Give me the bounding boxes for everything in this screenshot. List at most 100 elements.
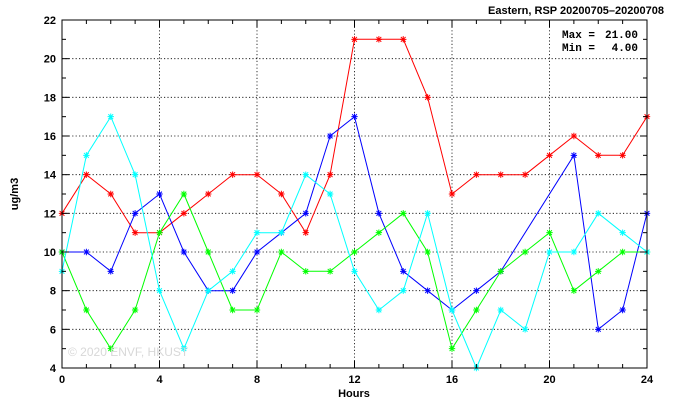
data-point-marker: [83, 248, 90, 256]
data-point-marker: [595, 210, 602, 217]
data-point-marker: [278, 190, 285, 198]
data-point-marker: [229, 171, 236, 178]
data-point-marker: [253, 306, 261, 314]
y-tick-label: 22: [44, 15, 56, 27]
ticks: [61, 19, 648, 369]
data-point-marker: [83, 171, 90, 178]
min-value: 4.00: [612, 43, 638, 55]
series-3: [58, 190, 651, 352]
y-tick-labels: 4 6 8 10 12 14 16 18 20 22: [44, 15, 57, 375]
y-tick-label: 8: [50, 286, 56, 298]
x-tick-label: 20: [543, 374, 555, 386]
series-line: [62, 115, 648, 331]
data-point-marker: [521, 326, 529, 333]
data-point-marker: [595, 152, 602, 159]
x-tick-label: 8: [254, 374, 260, 386]
data-point-marker: [326, 132, 334, 140]
data-point-marker: [570, 152, 578, 159]
series-4: [58, 113, 651, 372]
x-tick-labels: 0 4 8 12 16 20 24: [59, 374, 654, 386]
data-point-marker: [400, 36, 407, 43]
data-point-marker: [326, 171, 334, 178]
data-point-marker: [424, 94, 431, 101]
data-point-marker: [326, 190, 334, 198]
data-point-marker: [375, 210, 383, 217]
data-point-marker: [83, 152, 90, 159]
y-axis-title: ug/m3: [9, 178, 21, 210]
data-point-marker: [424, 287, 431, 294]
data-point-marker: [448, 345, 456, 352]
data-point-marker: [131, 306, 139, 314]
x-tick-label: 12: [348, 374, 360, 386]
data-point-marker: [278, 248, 285, 256]
data-point-marker: [351, 113, 358, 120]
max-value: 21.00: [605, 30, 638, 42]
data-point-marker: [131, 229, 139, 236]
max-label: Max =: [562, 30, 595, 42]
data-point-marker: [156, 287, 163, 294]
data-point-marker: [400, 210, 407, 217]
y-tick-label: 10: [44, 247, 56, 259]
data-point-marker: [619, 306, 626, 314]
data-point-marker: [424, 210, 431, 217]
data-point-marker: [546, 248, 553, 256]
data-point-marker: [278, 229, 285, 236]
y-tick-label: 12: [44, 208, 56, 220]
x-tick-label: 24: [641, 374, 654, 386]
data-point-marker: [473, 306, 480, 314]
data-point-marker: [521, 248, 529, 256]
data-point-marker: [205, 287, 212, 294]
grid: [62, 20, 647, 368]
data-point-marker: [448, 190, 456, 198]
data-point-marker: [131, 171, 139, 178]
data-point-marker: [570, 248, 578, 256]
data-point-marker: [229, 306, 236, 314]
data-point-marker: [205, 190, 212, 198]
y-tick-label: 14: [44, 170, 57, 182]
data-point-marker: [131, 210, 139, 217]
data-point-marker: [375, 306, 383, 314]
y-tick-label: 6: [50, 324, 56, 336]
data-point-marker: [107, 190, 114, 198]
data-point-marker: [253, 248, 261, 256]
data-point-marker: [253, 229, 261, 236]
data-point-marker: [570, 132, 578, 140]
data-point-marker: [497, 268, 504, 275]
data-point-marker: [619, 248, 626, 256]
y-tick-label: 20: [44, 54, 56, 66]
data-point-marker: [326, 268, 334, 275]
data-point-marker: [180, 190, 188, 198]
data-point-marker: [229, 287, 236, 294]
data-point-marker: [351, 268, 358, 275]
data-point-marker: [351, 36, 358, 43]
data-point-marker: [619, 229, 626, 236]
watermark: © 2020 ENVF, HKUST: [68, 345, 189, 359]
data-point-marker: [595, 326, 602, 333]
data-point-marker: [107, 345, 114, 352]
data-point-marker: [400, 268, 407, 275]
data-point-marker: [180, 248, 188, 256]
data-point-marker: [521, 171, 529, 178]
y-tick-label: 18: [44, 92, 56, 104]
data-point-marker: [302, 210, 309, 217]
chart-title: Eastern, RSP 20200705–20200708: [488, 5, 664, 17]
data-point-marker: [448, 306, 456, 314]
data-point-marker: [107, 268, 114, 275]
data-point-marker: [497, 171, 504, 178]
data-point-marker: [253, 171, 261, 178]
data-point-marker: [229, 268, 236, 275]
data-point-marker: [546, 152, 553, 159]
stats-box: Max = 21.00 Min = 4.00: [562, 30, 638, 55]
data-point-marker: [595, 268, 602, 275]
data-point-marker: [156, 229, 163, 236]
series-layer: [58, 36, 651, 372]
x-tick-label: 16: [446, 374, 458, 386]
data-point-marker: [302, 268, 309, 275]
x-tick-label: 0: [59, 374, 65, 386]
x-axis-title: Hours: [338, 388, 370, 400]
data-point-marker: [375, 229, 383, 236]
data-point-marker: [546, 229, 553, 236]
data-point-marker: [619, 152, 626, 159]
data-point-marker: [156, 190, 163, 198]
